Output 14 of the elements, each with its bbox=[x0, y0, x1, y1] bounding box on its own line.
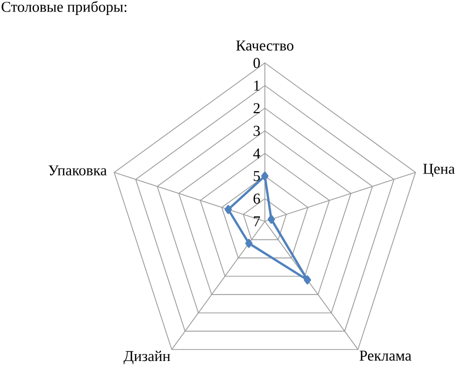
y-tick-label: 3 bbox=[254, 126, 260, 136]
y-tick-label: 5 bbox=[254, 170, 260, 181]
y-tick-label: 1 bbox=[254, 80, 260, 90]
y-tick-label: 6 bbox=[254, 194, 260, 204]
chart-title: Столовые приборы: bbox=[2, 0, 126, 15]
spoke-label: Реклама bbox=[360, 350, 412, 361]
y-tick-label: 0 bbox=[253, 58, 260, 68]
y-tick-label: 2 bbox=[254, 103, 260, 114]
y-tick-label: 4 bbox=[253, 148, 260, 158]
spoke-label: Цена bbox=[423, 164, 455, 177]
spoke-label: Упаковка bbox=[48, 165, 107, 176]
spoke-label: Дизайн bbox=[124, 350, 170, 364]
spoke-label: Качество bbox=[236, 40, 294, 50]
y-tick-label: 7 bbox=[254, 216, 260, 226]
